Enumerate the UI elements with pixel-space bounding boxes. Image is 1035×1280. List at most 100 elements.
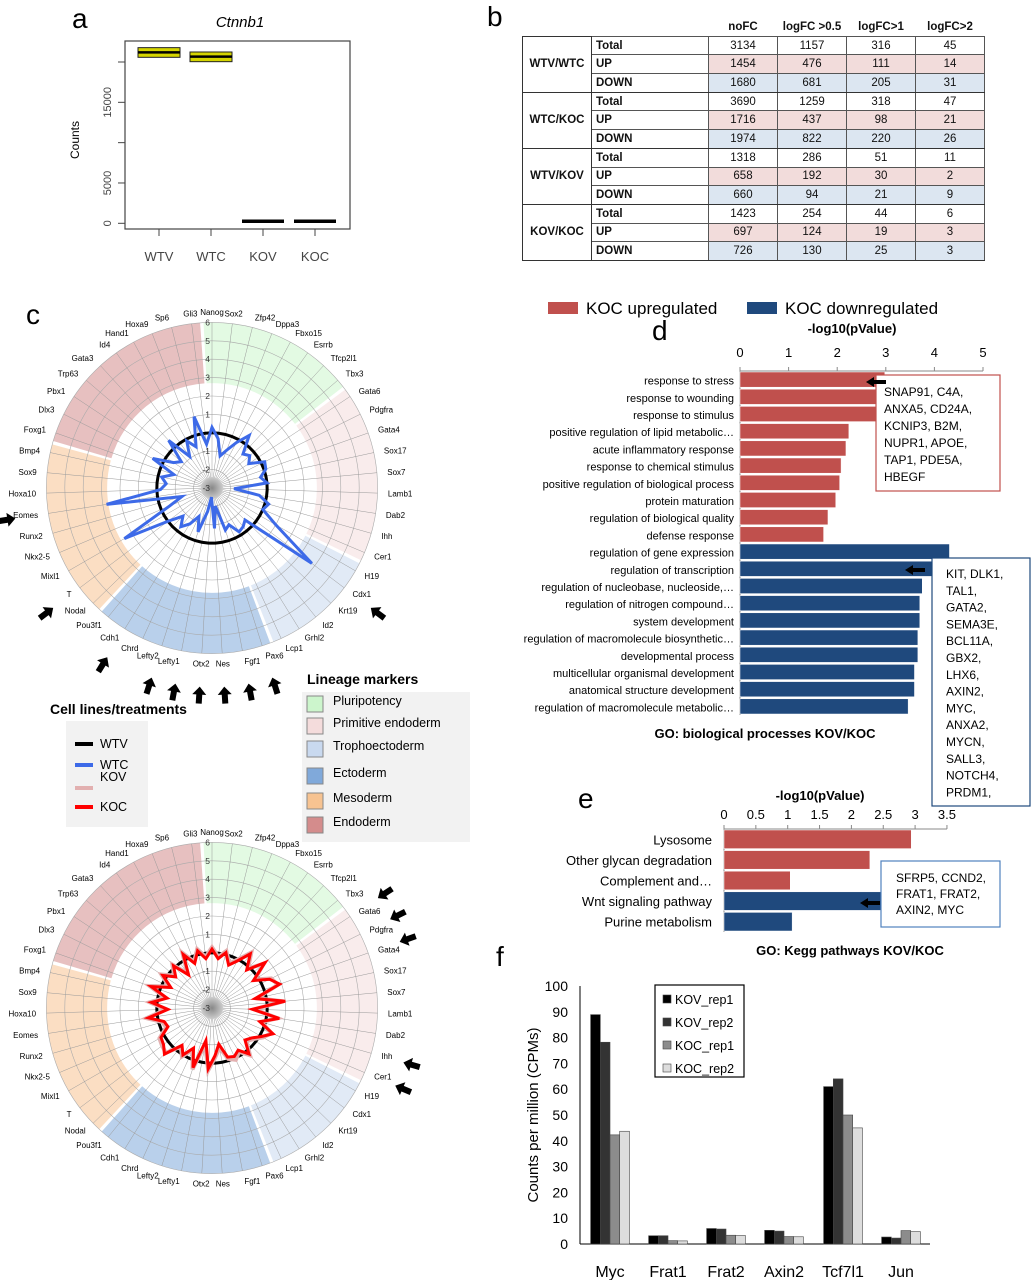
gene-label: Sox17	[384, 966, 407, 975]
bar	[739, 595, 921, 612]
radial-tick-label: -1	[202, 966, 210, 976]
gene-label: Pou3f1	[76, 1141, 102, 1150]
gene-label: Runx2	[20, 532, 44, 541]
gene-label: Nanog	[200, 828, 224, 837]
x-tick-label: Axin2	[764, 1264, 804, 1280]
row-label: UP	[591, 166, 709, 187]
bar	[739, 406, 881, 422]
legend-label: KOC_rep2	[675, 1062, 734, 1076]
spoke	[46, 487, 213, 494]
cell-value: 111	[846, 54, 916, 75]
cell-value: 1259	[777, 91, 847, 112]
sector-band-primitive-endoderm	[296, 389, 378, 561]
cell-value: 21	[846, 185, 916, 205]
bar	[739, 526, 824, 543]
legend-label: KOC_rep1	[675, 1039, 734, 1053]
gene-label: Pou3f1	[76, 621, 102, 630]
spoke	[211, 861, 291, 1009]
y-tick-label: 50	[552, 1107, 568, 1123]
cell-value: 9	[915, 185, 985, 205]
spoke	[133, 341, 213, 489]
bar	[739, 423, 850, 440]
gene-label: Cer1	[374, 553, 392, 562]
legend-label: Ectoderm	[333, 766, 387, 780]
bar	[739, 474, 840, 491]
spoke	[211, 1007, 243, 1171]
bar-KOV_rep2	[599, 1041, 611, 1245]
y-tick-label: 0	[102, 220, 114, 226]
bar	[739, 543, 950, 560]
gene-label: Sox7	[387, 468, 406, 477]
x-tick-label: Frat2	[707, 1264, 744, 1280]
spoke	[211, 1007, 223, 1174]
gene-label: Id4	[99, 340, 111, 349]
arrow-icon	[403, 1057, 421, 1072]
legend-swatch	[662, 994, 672, 1004]
bar	[723, 829, 912, 849]
comparison-label: WTV/KOV	[522, 147, 592, 205]
bar	[723, 850, 871, 870]
gene-label: Lamb1	[388, 489, 413, 498]
table-row: WTC/KOC Total 3690 1259 318 47	[522, 91, 985, 149]
spoke	[151, 853, 213, 1009]
legend-swatch	[306, 792, 324, 810]
gene-label: Nes	[216, 1180, 230, 1189]
arrow-icon	[0, 512, 16, 527]
center-marker	[201, 997, 223, 1019]
gene-label: Grhl2	[305, 634, 325, 643]
bar-KOV_rep1	[706, 1228, 717, 1245]
cell-value: 1318	[708, 147, 778, 168]
cell-value: 1454	[708, 54, 778, 75]
radial-tick-label: 5	[205, 856, 210, 866]
spoke	[211, 1007, 372, 1054]
spoke	[211, 1007, 317, 1138]
arrow-icon	[370, 607, 387, 621]
gene-label: Gata3	[72, 874, 94, 883]
spoke	[191, 843, 213, 1009]
sector-band-primitive-endoderm	[296, 909, 378, 1081]
gene-label: Nes	[216, 660, 230, 669]
bar-KOV_rep2	[832, 1078, 844, 1245]
spoke	[211, 853, 273, 1009]
gene-label: Sox2	[225, 829, 244, 838]
spoke	[211, 847, 253, 1009]
bar-KOV_rep1	[648, 1235, 659, 1245]
gene-label: Lcp1	[286, 644, 304, 653]
cell-value: 205	[846, 73, 916, 93]
gene-label: Gli3	[183, 309, 198, 318]
series-line-KOC	[143, 946, 286, 1074]
x-tick-label: 1	[785, 345, 792, 360]
gene-list-line: KCNIP3, B2M,	[884, 419, 962, 433]
gene-label: Tbx3	[346, 889, 364, 898]
panel-f-cpm-bar-chart: 0 10 20 30 40 50 60 70 80 90 100 Counts per million…	[525, 978, 930, 1280]
gene-list-line: SEMA3E,	[946, 617, 998, 631]
spoke	[211, 992, 377, 1009]
sector-band-ectoderm	[101, 566, 271, 654]
radial-tick-label: 6	[205, 837, 210, 847]
spoke	[68, 1007, 213, 1092]
spoke	[211, 1007, 356, 1092]
arrow-icon	[905, 565, 925, 575]
panel-letter-c: c	[26, 299, 40, 330]
bar-KOV_rep2	[657, 1235, 669, 1245]
chart-title: Ctnnb1	[216, 14, 264, 31]
bar	[739, 440, 847, 457]
gene-label: Dlx3	[38, 926, 55, 935]
radial-tick-label: 4	[205, 874, 210, 884]
legend-swatch	[306, 717, 324, 735]
table-row: WTV/WTC Total 3134 1157 316 45	[522, 35, 985, 93]
gene-label: Dab2	[386, 1031, 406, 1040]
legend-label: KOV_rep2	[675, 1016, 733, 1030]
bar-KOV_rep2	[890, 1237, 902, 1245]
bar-KOC_rep2	[735, 1235, 746, 1245]
y-tick-label: 0	[560, 1236, 568, 1252]
cell-value: 6	[915, 203, 985, 224]
arrow-icon	[399, 932, 417, 946]
x-tick-label: Tcf7l1	[822, 1264, 864, 1280]
gene-label: Tbx3	[346, 369, 364, 378]
gene-label: Nanog	[200, 308, 224, 317]
category-label: regulation of macromolecule metabolic…	[535, 702, 734, 714]
cell-value: 21	[915, 110, 985, 131]
gene-list-line: TAP1, PDE5A,	[884, 453, 962, 467]
